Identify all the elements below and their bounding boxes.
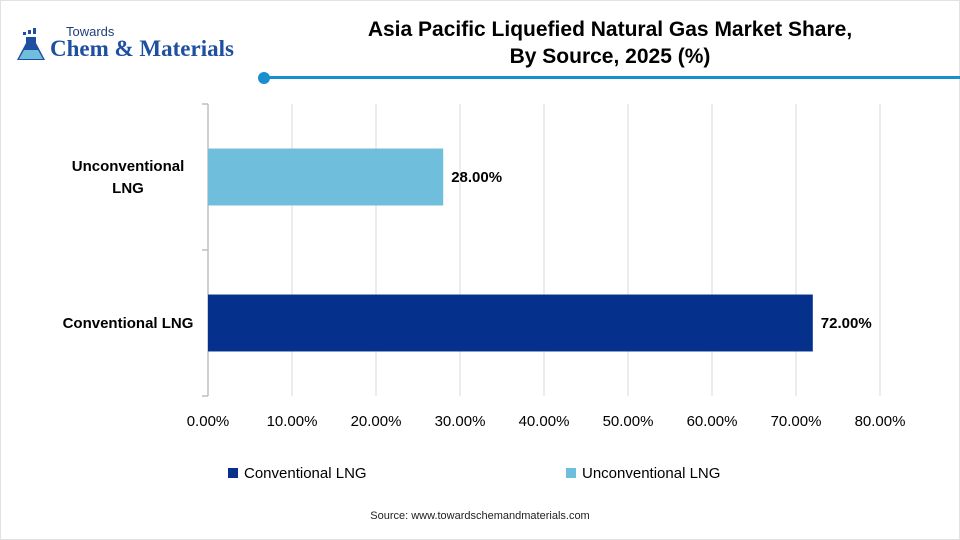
data-label: 72.00% (821, 315, 872, 332)
x-tick-label: 40.00% (519, 413, 570, 430)
x-tick-label: 80.00% (855, 413, 906, 430)
flask-logo-icon (17, 28, 45, 60)
category-label: Unconventional (72, 158, 185, 175)
legend-label-unconventional: Unconventional LNG (582, 464, 721, 482)
legend-swatch-conventional (228, 468, 238, 478)
chart-title-line-1: Asia Pacific Liquefied Natural Gas Marke… (367, 18, 853, 41)
legend-label-conventional: Conventional LNG (244, 464, 367, 482)
chart-title: Asia Pacific Liquefied Natural Gas Marke… (300, 16, 920, 70)
brand-logo: Towards Chem & Materials (14, 24, 254, 68)
title-rule-line (268, 76, 960, 79)
category-label: LNG (112, 180, 144, 197)
x-tick-label: 10.00% (267, 413, 318, 430)
x-tick-label: 60.00% (687, 413, 738, 430)
bar-1 (208, 294, 813, 352)
data-label: 28.00% (451, 169, 502, 186)
brand-small-text: Towards (66, 24, 115, 39)
legend-item-conventional: Conventional LNG (228, 463, 367, 483)
source-note: Source: www.towardschemandmaterials.com (370, 510, 590, 522)
bar-0 (208, 148, 444, 206)
legend-item-unconventional: Unconventional LNG (566, 463, 720, 483)
x-tick-label: 20.00% (351, 413, 402, 430)
title-rule-dot (258, 72, 270, 84)
legend-swatch-unconventional (566, 468, 576, 478)
x-tick-label: 70.00% (771, 413, 822, 430)
x-tick-label: 50.00% (603, 413, 654, 430)
chart-title-line-2: By Source, 2025 (%) (509, 45, 711, 68)
category-label: Conventional LNG (63, 315, 194, 332)
brand-name: Chem & Materials (50, 36, 234, 61)
x-tick-label: 0.00% (187, 413, 230, 430)
x-tick-label: 30.00% (435, 413, 486, 430)
